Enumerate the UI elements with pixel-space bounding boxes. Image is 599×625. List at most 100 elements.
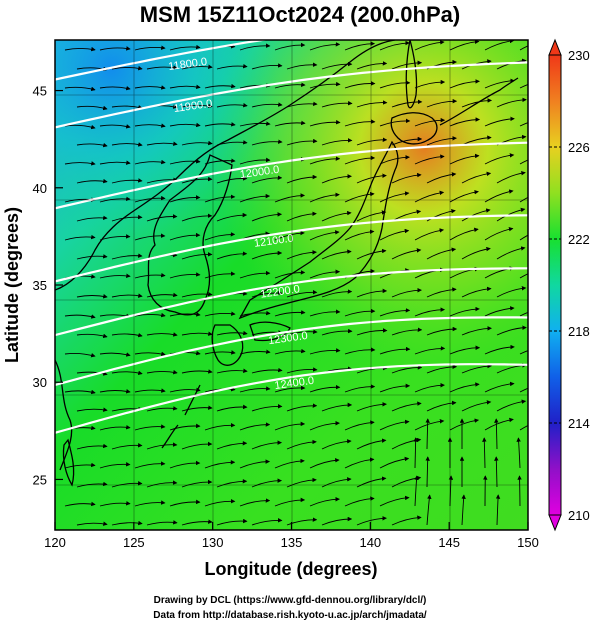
streamline-arrow xyxy=(76,142,108,148)
streamline-arrow xyxy=(286,403,318,412)
streamline-arrow xyxy=(181,405,213,412)
streamline-arrow xyxy=(356,476,387,488)
x-tick-label: 130 xyxy=(202,535,224,550)
y-axis-ticks: 25 30 35 40 45 xyxy=(33,84,63,487)
streamline-arrow xyxy=(239,43,271,51)
streamline-arrow xyxy=(64,314,96,319)
streamline-arrow xyxy=(134,45,166,51)
streamline-arrow xyxy=(286,174,318,184)
streamline-arrow xyxy=(344,191,375,203)
streamline-arrow xyxy=(204,460,236,469)
height-contour-label: 11800.0 xyxy=(168,56,208,73)
streamline-arrow xyxy=(449,418,480,431)
streamline-arrow xyxy=(169,159,201,165)
streamline-arrow xyxy=(146,332,178,337)
x-tick-label: 140 xyxy=(359,535,381,550)
streamline-arrow xyxy=(76,105,108,111)
streamline-arrow xyxy=(239,459,271,469)
kyushu-coastline xyxy=(211,324,244,366)
streamline-arrow xyxy=(216,212,248,222)
streamline-arrow xyxy=(321,477,352,488)
streamline-arrow xyxy=(449,117,481,127)
streamline-arrow xyxy=(344,496,375,507)
streamline-arrow xyxy=(344,229,375,241)
streamline-arrow xyxy=(461,326,492,336)
streamline-arrow xyxy=(321,138,353,146)
streamline-arrow xyxy=(181,479,213,488)
streamline-arrow xyxy=(321,289,353,298)
streamline-arrow xyxy=(146,520,178,526)
height-contour-label: 12300.0 xyxy=(267,330,308,347)
streamline-arrow xyxy=(99,85,131,91)
streamline-arrow xyxy=(449,345,481,355)
streamline-arrow xyxy=(321,516,353,526)
streamline-arrow xyxy=(251,250,283,260)
streamline-arrow xyxy=(99,273,131,279)
streamline-arrow xyxy=(204,271,236,279)
streamline-arrow xyxy=(99,196,131,203)
streamline-arrow xyxy=(111,178,143,184)
streamline-arrow xyxy=(76,178,108,184)
streamline-arrow xyxy=(64,86,96,92)
streamline-arrow xyxy=(204,422,236,431)
streamline-arrow xyxy=(321,210,352,222)
streamline-arrow xyxy=(344,81,376,89)
streamline-arrow xyxy=(286,367,318,374)
streamline-arrow xyxy=(391,248,422,260)
streamline-arrow xyxy=(286,62,318,70)
streamline-arrow xyxy=(413,437,418,469)
streamline-arrow xyxy=(309,192,340,203)
streamline-arrow xyxy=(286,101,318,108)
china-coast-south xyxy=(55,359,73,471)
kuril-coastline xyxy=(439,77,519,126)
colorbar-tick-label: 230 xyxy=(568,48,590,63)
streamline-arrow xyxy=(216,102,248,108)
streamline-arrow xyxy=(344,308,376,317)
streamline-arrow xyxy=(274,42,306,51)
streamline-arrow xyxy=(494,418,499,450)
streamline-arrow xyxy=(216,479,248,488)
streamline-arrow xyxy=(146,369,178,375)
streamline-arrow xyxy=(496,246,526,260)
streamline-arrow xyxy=(484,381,515,393)
streamline-arrow xyxy=(484,116,515,127)
streamline-arrow xyxy=(516,437,521,469)
streamline-arrow xyxy=(356,516,387,526)
streamline-arrow xyxy=(169,232,201,241)
streamline-arrow xyxy=(391,437,422,450)
streamline-arrow xyxy=(239,157,271,165)
streamline-arrow xyxy=(379,495,410,507)
streamline-arrow xyxy=(239,386,271,393)
streamline-arrow xyxy=(134,123,166,128)
streamline-arrow xyxy=(484,227,514,241)
streamline-arrow xyxy=(519,196,528,203)
streamline-arrow xyxy=(251,102,283,108)
streamline-arrow xyxy=(321,249,352,260)
colorbar-top-triangle xyxy=(548,38,562,56)
streamline-arrow xyxy=(204,232,236,241)
streamline-arrow xyxy=(251,212,283,222)
streamline-arrow xyxy=(204,122,236,127)
x-tick-label: 120 xyxy=(44,535,66,550)
streamline-arrow xyxy=(111,481,143,488)
streamline-arrow xyxy=(251,175,283,184)
x-tick-label: 135 xyxy=(281,535,303,550)
streamline-arrow xyxy=(274,120,306,127)
y-tick-label: 35 xyxy=(33,278,47,293)
streamline-arrow xyxy=(519,159,528,165)
streamline-arrow xyxy=(496,207,526,222)
streamline-arrow xyxy=(414,307,446,317)
streamline-arrow xyxy=(426,364,458,374)
colorbar-tick-label: 222 xyxy=(568,232,590,247)
streamline-arrow xyxy=(181,176,213,184)
streamline-arrow xyxy=(519,387,528,393)
streamline-arrow xyxy=(169,195,201,203)
streamline-arrow xyxy=(484,344,515,355)
streamline-arrow xyxy=(414,228,445,241)
streamline-arrow xyxy=(530,419,532,449)
streamline-arrow xyxy=(449,189,479,203)
streamline-arrow xyxy=(146,406,178,412)
streamline-arrow xyxy=(76,481,108,488)
streamline-arrow xyxy=(134,388,166,393)
streamline-arrow xyxy=(426,326,458,336)
